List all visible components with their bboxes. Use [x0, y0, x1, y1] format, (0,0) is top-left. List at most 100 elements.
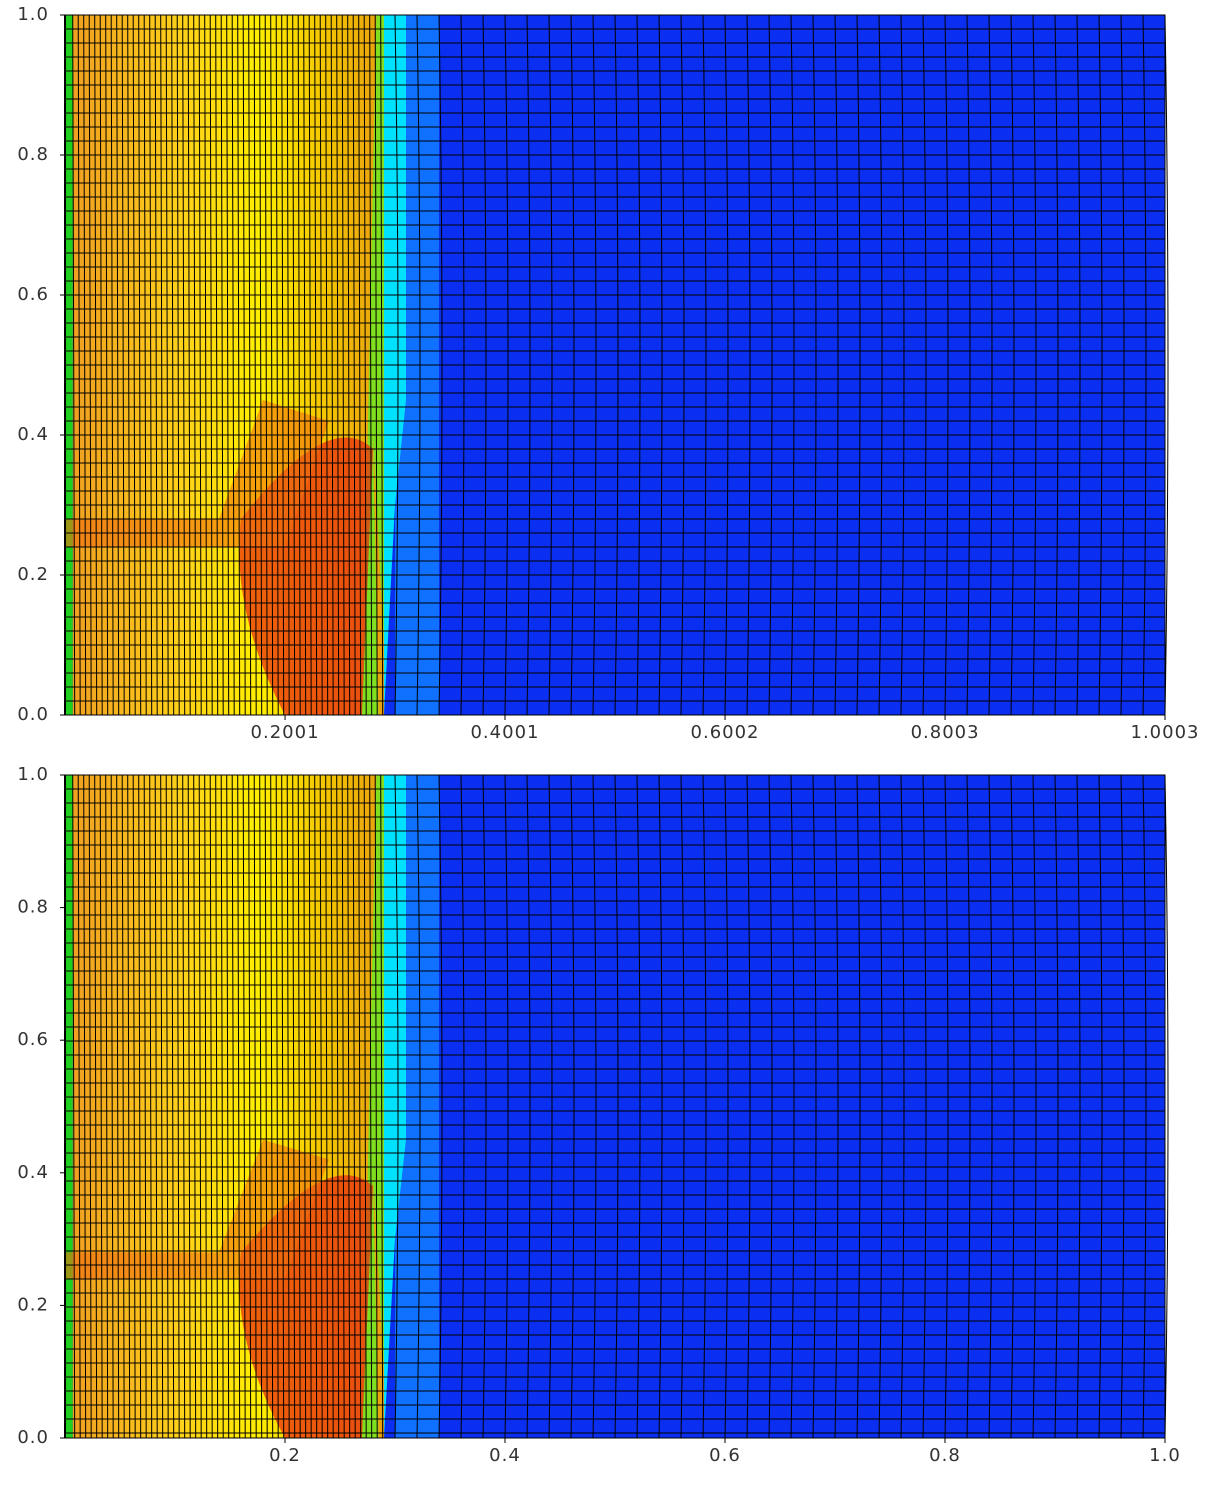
y-tick-label: 0.0: [17, 1427, 49, 1448]
mesh-line: [380, 774, 384, 1439]
mesh-line: [154, 774, 158, 1439]
mesh-line: [856, 774, 861, 1439]
mesh-line: [570, 774, 575, 1439]
mesh-line: [702, 774, 707, 1439]
mesh-lines: [65, 774, 1169, 1439]
mesh-line: [1032, 774, 1037, 1439]
mesh-line: [259, 774, 263, 1439]
mesh-line: [292, 774, 296, 1439]
y-tick-label: 1.0: [17, 764, 49, 785]
mesh-line: [614, 774, 619, 1439]
mesh-line: [116, 774, 120, 1439]
mesh-line: [1054, 774, 1059, 1439]
field-orange: [65, 1139, 329, 1279]
mesh-line: [226, 774, 230, 1439]
mesh-line: [1120, 774, 1125, 1439]
mesh-line: [286, 774, 290, 1439]
mesh-line: [504, 774, 509, 1439]
mesh-line: [204, 774, 208, 1439]
mesh-line: [171, 774, 175, 1439]
mesh-line: [369, 774, 373, 1439]
x-tick-label: 0.2001: [251, 722, 320, 743]
field-orange: [65, 400, 329, 547]
mesh-line: [319, 774, 323, 1439]
mesh-line: [966, 774, 971, 1439]
mesh-line: [88, 774, 92, 1439]
mesh-line: [138, 774, 142, 1439]
mesh-line: [922, 774, 927, 1439]
x-tick-label: 0.6002: [691, 722, 760, 743]
mesh-line: [325, 774, 329, 1439]
mesh-line: [460, 774, 465, 1439]
mesh-line: [438, 774, 443, 1439]
mesh-line: [105, 774, 109, 1439]
mesh-line: [416, 774, 421, 1439]
mesh-line: [198, 774, 202, 1439]
mesh-line: [187, 774, 191, 1439]
mesh-line: [220, 774, 224, 1439]
mesh-line: [834, 774, 839, 1439]
mesh-line: [341, 774, 345, 1439]
mesh-line: [592, 774, 597, 1439]
mesh-line: [724, 774, 729, 1439]
mesh-line: [944, 774, 949, 1439]
mesh-line: [330, 774, 334, 1439]
x-tick-label: 0.6: [709, 1445, 741, 1466]
x-tick-label: 0.8: [929, 1445, 961, 1466]
x-tick-label: 1.0003: [1131, 722, 1200, 743]
x-tick-label: 0.8003: [911, 722, 980, 743]
mesh-line: [83, 774, 87, 1439]
mesh-line: [374, 774, 378, 1439]
mesh-line: [1098, 774, 1103, 1439]
mesh-line: [308, 774, 312, 1439]
mesh-line: [746, 774, 751, 1439]
mesh-line: [900, 774, 905, 1439]
mesh-line: [270, 774, 274, 1439]
mesh-line: [242, 774, 246, 1439]
mesh-line: [176, 774, 180, 1439]
x-tick-label: 0.2: [269, 1445, 301, 1466]
y-tick-label: 0.2: [17, 564, 49, 585]
mesh-line: [94, 774, 98, 1439]
mesh-line: [636, 774, 641, 1439]
y-tick-label: 0.2: [17, 1294, 49, 1315]
mesh-line: [193, 774, 197, 1439]
mesh-line: [347, 774, 351, 1439]
x-tick-label: 1.0: [1149, 1445, 1181, 1466]
mesh-line: [768, 774, 773, 1439]
mesh-line: [1164, 774, 1169, 1439]
mesh-line: [482, 774, 487, 1439]
y-tick-label: 0.6: [17, 284, 49, 305]
mesh-line: [812, 774, 817, 1439]
mesh-line: [1142, 774, 1147, 1439]
mesh-line: [143, 774, 147, 1439]
mesh-line: [1164, 14, 1169, 716]
mesh-line: [358, 774, 362, 1439]
mesh-line: [394, 774, 399, 1439]
mesh-line: [275, 774, 279, 1439]
mesh-line: [526, 774, 531, 1439]
mesh-line: [149, 774, 153, 1439]
mesh-line: [215, 774, 219, 1439]
y-tick-label: 0.4: [17, 1162, 49, 1183]
y-tick-label: 0.4: [17, 424, 49, 445]
y-tick-label: 0.8: [17, 144, 49, 165]
mesh-line: [248, 774, 252, 1439]
mesh-line: [352, 774, 356, 1439]
mesh-line: [77, 774, 81, 1439]
mesh-line: [1076, 774, 1081, 1439]
mesh-line: [297, 774, 301, 1439]
mesh-line: [99, 774, 103, 1439]
mesh-line: [1010, 774, 1015, 1439]
mesh-line: [303, 774, 307, 1439]
mesh-line: [160, 774, 164, 1439]
mesh-line: [231, 774, 235, 1439]
x-tick-label: 0.4001: [470, 722, 539, 743]
mesh-line: [281, 774, 285, 1439]
mesh-line: [182, 774, 186, 1439]
plot-panel: 0.0 0.2 0.4 0.6 0.8 1.0 0.2 0.4 0.6 0.8 1.0: [17, 764, 1181, 1466]
mesh-line: [658, 774, 663, 1439]
mesh-line: [336, 774, 340, 1439]
mesh-line: [209, 774, 213, 1439]
